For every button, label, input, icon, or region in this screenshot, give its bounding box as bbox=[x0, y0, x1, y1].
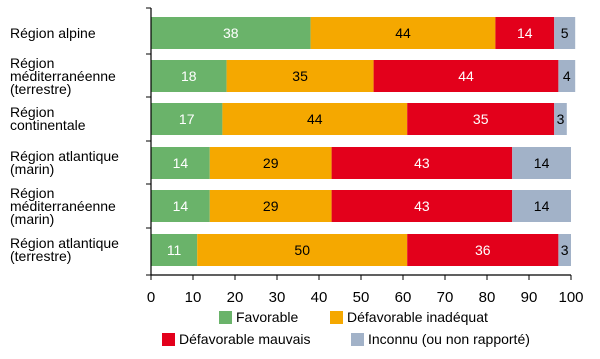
data-label: 36 bbox=[475, 242, 491, 258]
data-label: 18 bbox=[181, 68, 197, 84]
data-label: 43 bbox=[414, 155, 430, 171]
bar-segment bbox=[554, 103, 567, 135]
x-tick-label: 50 bbox=[353, 289, 370, 306]
category-label-line: Région atlantique bbox=[10, 148, 119, 164]
data-label: 5 bbox=[561, 25, 569, 41]
legend-label: Inconnu (ou non rapporté) bbox=[368, 331, 530, 347]
bar-segment bbox=[331, 147, 513, 179]
data-label: 14 bbox=[517, 25, 533, 41]
bar-segment bbox=[151, 103, 223, 135]
legend-swatch bbox=[162, 332, 175, 346]
x-tick-label: 90 bbox=[521, 289, 538, 306]
bar-segment bbox=[407, 234, 559, 266]
legend-label: Défavorable inadéquat bbox=[347, 309, 488, 325]
data-label: 3 bbox=[561, 242, 569, 258]
category-label-line: continentale bbox=[10, 117, 86, 133]
category-label-line: Région alpine bbox=[10, 24, 96, 41]
x-tick-label: 70 bbox=[437, 289, 454, 306]
data-label: 38 bbox=[223, 25, 239, 41]
bar-segment bbox=[558, 234, 571, 266]
category-label-line: (marin) bbox=[10, 210, 55, 227]
legend-item: Inconnu (ou non rapporté) bbox=[351, 331, 530, 347]
legend-item: Favorable bbox=[219, 309, 298, 325]
bar-segment bbox=[331, 190, 513, 222]
bar-segment bbox=[554, 17, 576, 49]
bar-segment bbox=[151, 234, 198, 266]
data-label: 14 bbox=[534, 155, 550, 171]
legend-item: Défavorable mauvais bbox=[162, 331, 311, 347]
data-label: 44 bbox=[395, 25, 411, 41]
legend-label: Défavorable mauvais bbox=[179, 331, 311, 347]
legend-label: Favorable bbox=[236, 309, 299, 325]
x-tick-label: 60 bbox=[395, 289, 412, 306]
category-label: Région alpine bbox=[10, 24, 148, 41]
bar-segment bbox=[512, 147, 571, 179]
category-label: Région continentale bbox=[10, 104, 148, 133]
bar-segment bbox=[209, 147, 332, 179]
data-label: 11 bbox=[167, 242, 182, 258]
data-label: 35 bbox=[473, 111, 489, 127]
bar-segment bbox=[373, 60, 559, 92]
x-tick-label: 0 bbox=[147, 289, 155, 306]
bar-segment bbox=[222, 103, 408, 135]
bar-segment bbox=[558, 60, 576, 92]
data-label: 29 bbox=[263, 198, 279, 214]
bar-segment bbox=[197, 234, 408, 266]
category-label: Région méditerranéenne (marin) bbox=[10, 184, 148, 227]
x-tick-label: 40 bbox=[311, 289, 328, 306]
x-tick-label: 30 bbox=[269, 289, 286, 306]
data-label: 17 bbox=[179, 111, 195, 127]
bar-segment bbox=[407, 103, 555, 135]
bar-segment bbox=[151, 17, 311, 49]
legend-swatch bbox=[330, 310, 343, 324]
bar-segment bbox=[151, 60, 227, 92]
data-label: 29 bbox=[263, 155, 279, 171]
data-label: 14 bbox=[173, 198, 189, 214]
data-label: 50 bbox=[294, 242, 310, 258]
category-label-line: Région bbox=[10, 104, 55, 120]
bar-segment bbox=[151, 190, 210, 222]
x-tick-label: 10 bbox=[185, 289, 202, 306]
legend-swatch bbox=[219, 310, 232, 324]
data-label: 3 bbox=[557, 111, 565, 127]
category-label: Région atlantique (terrestre) bbox=[10, 235, 148, 264]
bar-segment bbox=[495, 17, 555, 49]
data-label: 44 bbox=[458, 68, 474, 84]
category-label-line: Région bbox=[10, 184, 55, 201]
category-label-line: (terrestre) bbox=[10, 248, 72, 264]
category-label-line: Région atlantique bbox=[10, 235, 119, 251]
legend-swatch bbox=[351, 332, 364, 346]
bar-segment bbox=[310, 17, 496, 49]
data-label: 4 bbox=[563, 68, 571, 84]
data-label: 44 bbox=[307, 111, 323, 127]
category-label-line: (marin) bbox=[10, 161, 55, 177]
data-label: 35 bbox=[292, 68, 308, 84]
category-label: Région méditerranéenne (terrestre) bbox=[10, 54, 148, 97]
data-label: 14 bbox=[534, 198, 550, 214]
category-label-line: méditerranéenne bbox=[10, 67, 116, 84]
category-label-line: Région bbox=[10, 54, 55, 71]
x-tick-label: 100 bbox=[558, 289, 583, 306]
category-label: Région atlantique (marin) bbox=[10, 148, 148, 177]
bar-segment bbox=[226, 60, 374, 92]
x-tick-label: 20 bbox=[227, 289, 244, 306]
x-tick-label: 80 bbox=[479, 289, 496, 306]
bar-segment bbox=[209, 190, 332, 222]
data-label: 14 bbox=[173, 155, 189, 171]
legend-item: Défavorable inadéquat bbox=[330, 309, 488, 325]
bar-segment bbox=[151, 147, 210, 179]
category-label-line: méditerranéenne bbox=[10, 197, 116, 214]
category-label-line: (terrestre) bbox=[10, 80, 72, 97]
bar-segment bbox=[512, 190, 571, 222]
data-label: 43 bbox=[414, 198, 430, 214]
